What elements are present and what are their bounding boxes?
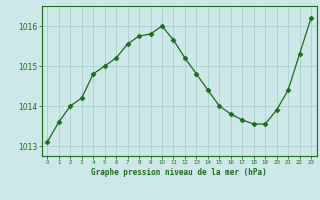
X-axis label: Graphe pression niveau de la mer (hPa): Graphe pression niveau de la mer (hPa) — [91, 168, 267, 177]
